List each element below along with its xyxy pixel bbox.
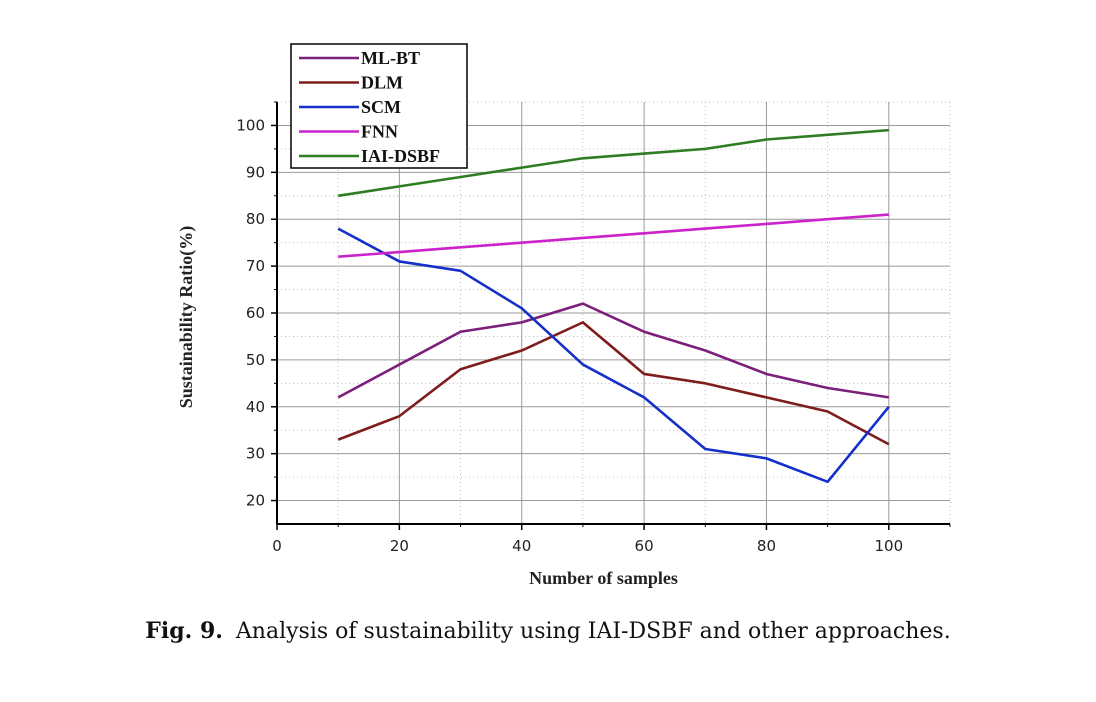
chart-container: 20 30 40 50 60 70 80 90 100 0 20 40 60 80 100 Number of… — [176, 43, 951, 588]
legend-label-scm: SCM — [361, 97, 401, 117]
figure-caption: Fig. 9. Analysis of sustainability using… — [0, 618, 1096, 644]
legend-label-ml-bt: ML-BT — [361, 48, 420, 68]
y-tick-label: 20 — [246, 492, 265, 510]
y-axis-title: Sustainability Ratio(%) — [176, 226, 197, 409]
x-tick-label: 0 — [272, 537, 282, 555]
y-tick-label: 30 — [246, 445, 265, 463]
series-line-scm — [337, 227, 890, 484]
y-tick-label: 90 — [246, 163, 265, 181]
x-tick-label: 60 — [635, 537, 654, 555]
line-chart: 20 30 40 50 60 70 80 90 100 0 20 40 60 80 100 Number of… — [176, 43, 951, 588]
x-tick-label: 100 — [874, 537, 903, 555]
legend-label-iai-dsbf: IAI-DSBF — [361, 146, 440, 166]
y-tick-label: 80 — [246, 210, 265, 228]
x-axis-title: Number of samples — [529, 568, 678, 588]
y-tick-label: 50 — [246, 351, 265, 369]
legend-label-dlm: DLM — [361, 73, 403, 93]
y-tick-label: 70 — [246, 257, 265, 275]
y-tick-label: 40 — [246, 398, 265, 416]
y-tick-label: 60 — [246, 304, 265, 322]
series-line-iai-dsbf — [337, 128, 889, 198]
legend-label-fnn: FNN — [361, 122, 398, 142]
figure-label: Fig. 9. — [145, 618, 223, 644]
series-line-ml-bt — [337, 302, 890, 399]
x-tick-label: 80 — [757, 537, 776, 555]
x-tick-label: 40 — [512, 537, 531, 555]
series-line-dlm — [337, 321, 890, 446]
y-tick-label: 100 — [236, 116, 265, 134]
series-line-fnn — [338, 213, 889, 259]
x-tick-label: 20 — [390, 537, 409, 555]
caption-text: Analysis of sustainability using IAI-DSB… — [235, 619, 951, 644]
